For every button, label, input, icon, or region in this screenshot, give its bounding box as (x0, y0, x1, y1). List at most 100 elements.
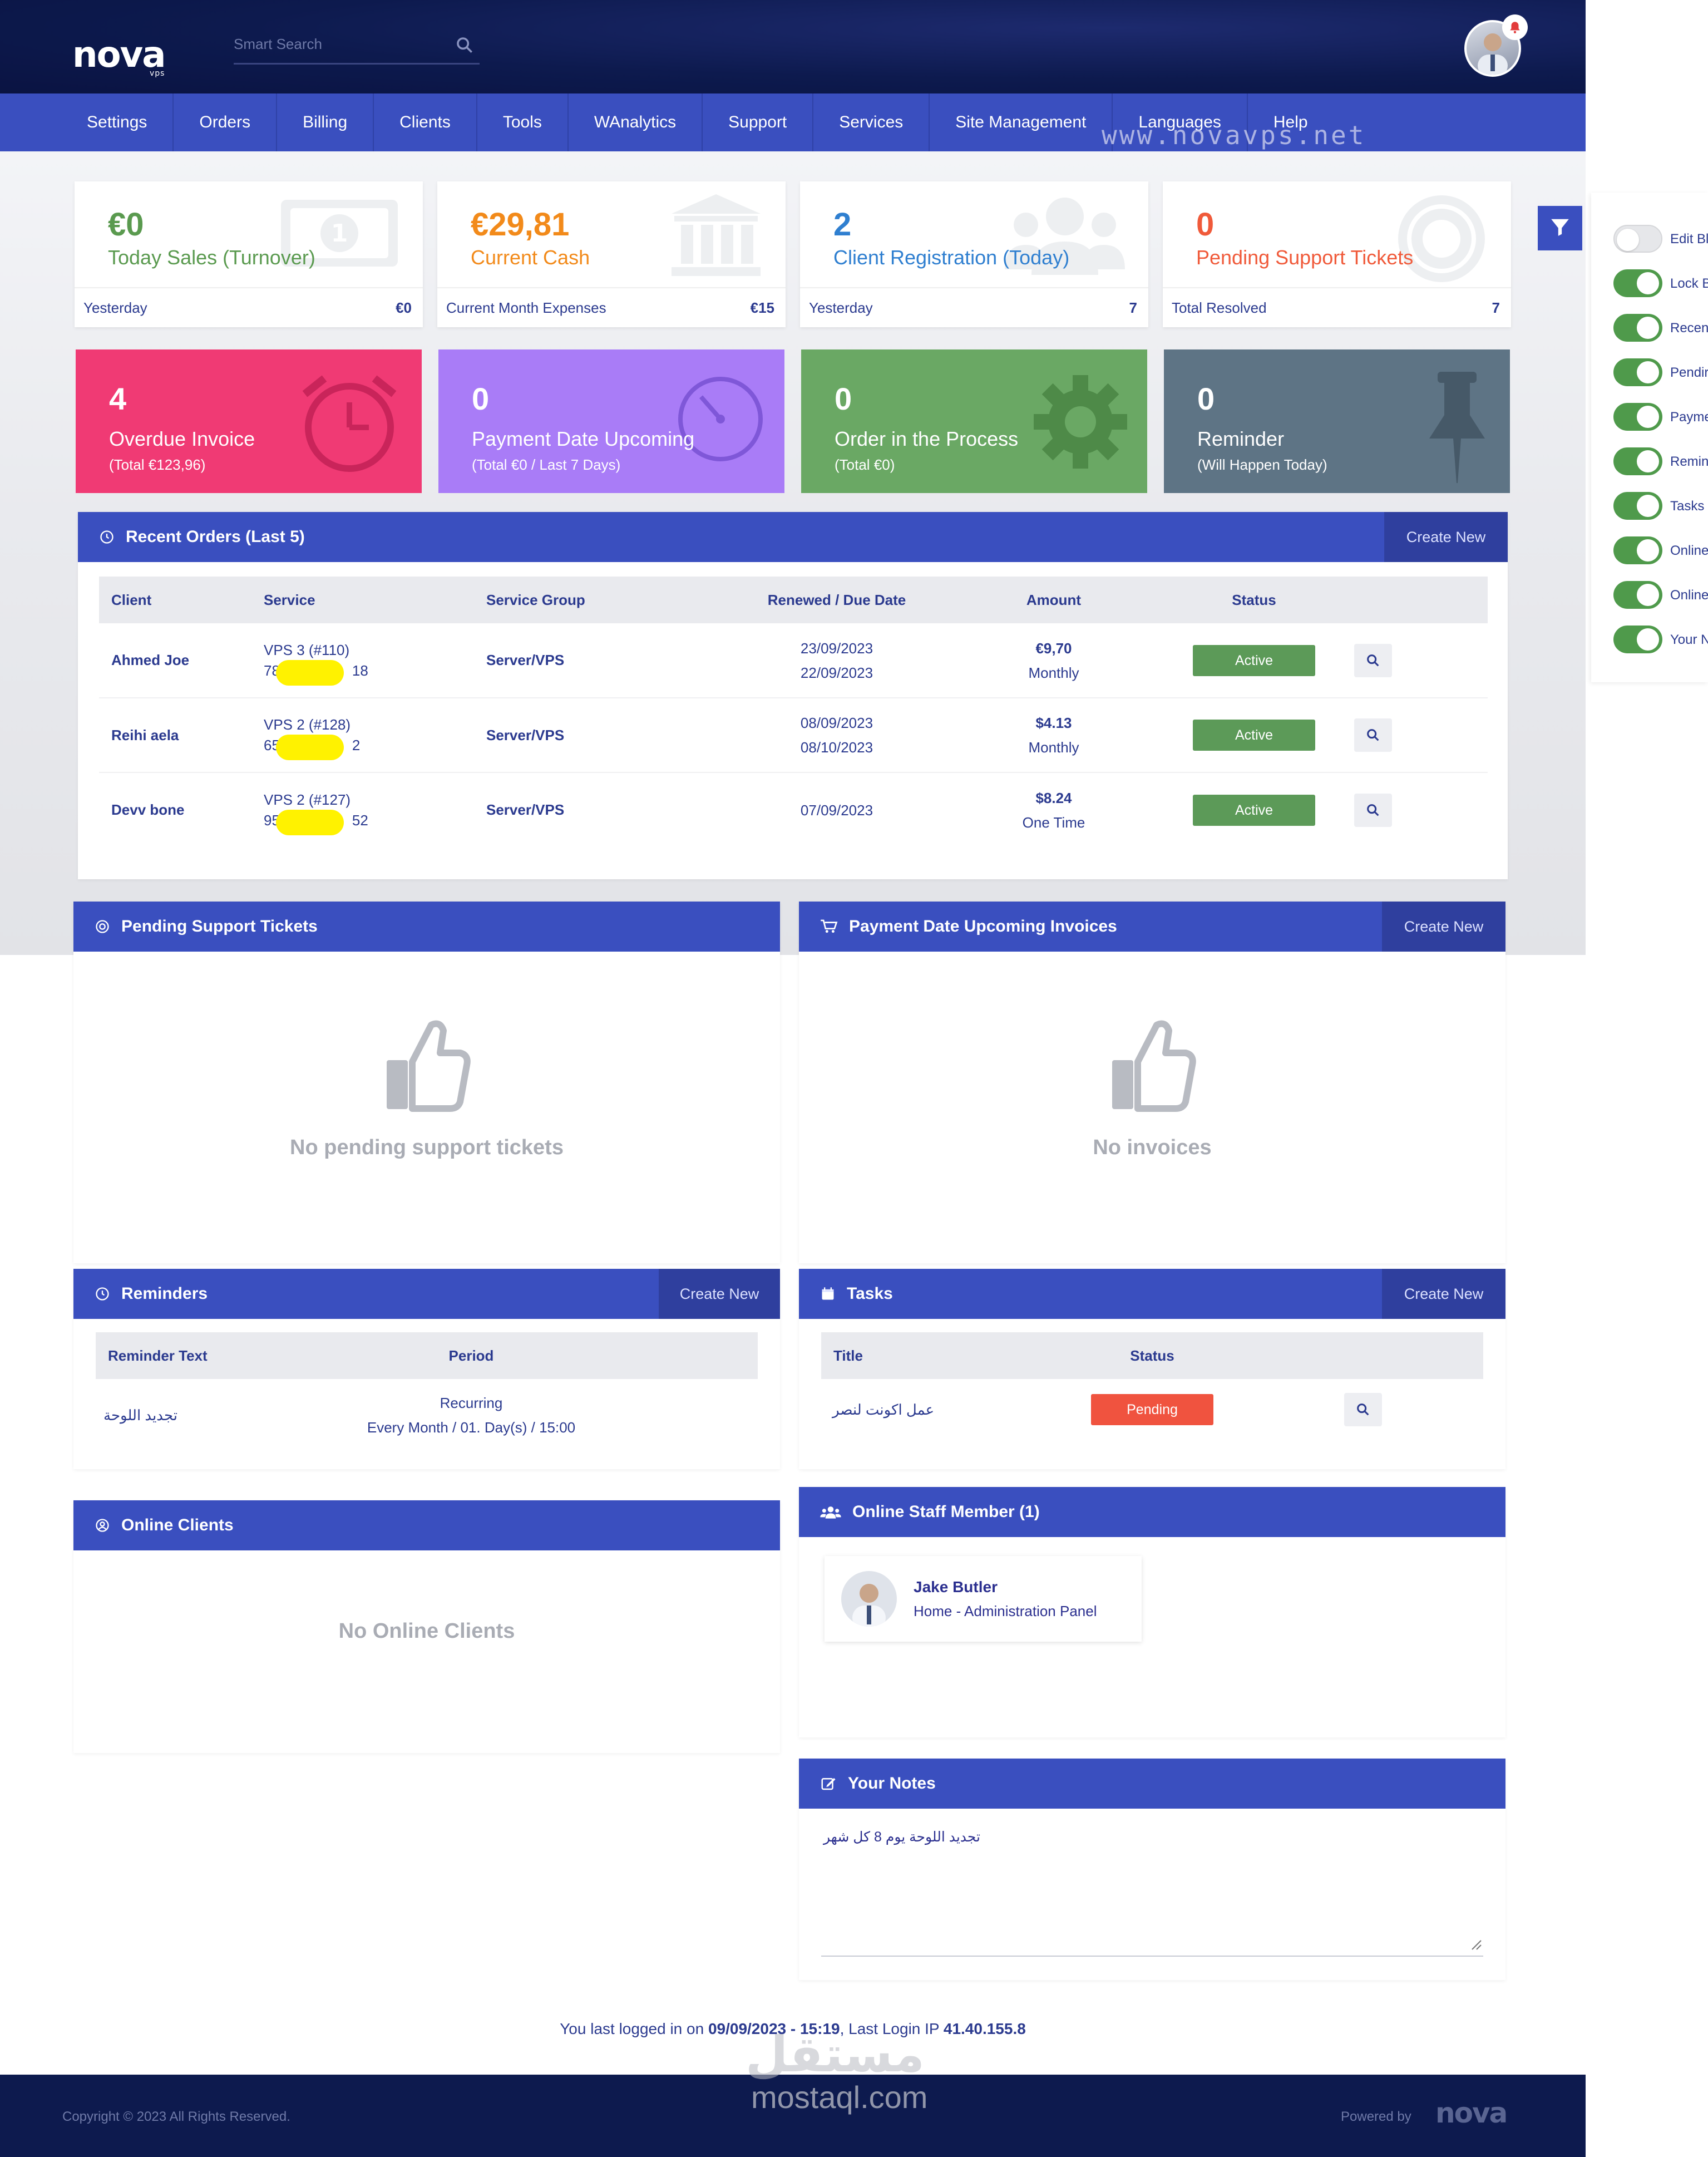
toggle-pending-tickets[interactable] (1613, 358, 1662, 386)
toggle-edit-blocks[interactable] (1613, 225, 1662, 253)
nav-support[interactable]: Support (703, 93, 814, 151)
nav-settings[interactable]: Settings (67, 93, 174, 151)
panel-header: Reminders Create New (73, 1269, 780, 1319)
panel-header: Your Notes (799, 1759, 1505, 1809)
order-client[interactable]: Devv bone (111, 801, 185, 818)
smart-search (234, 30, 480, 65)
toggle-label: Recen (1670, 321, 1708, 336)
copyright: Copyright © 2023 All Rights Reserved. (62, 2109, 290, 2124)
search-icon[interactable] (455, 36, 474, 57)
toggle-knob (1637, 495, 1659, 517)
stat-foot-value: €0 (396, 299, 412, 316)
stat-today-sales[interactable]: 1 €0 Today Sales (Turnover) Yesterday €0 (75, 181, 423, 327)
card-value: 0 (472, 381, 490, 416)
order-amount: $4.13 (1035, 715, 1072, 731)
order-action-cell (1354, 698, 1488, 772)
card-reminder[interactable]: 0 Reminder (Will Happen Today) (1164, 349, 1510, 493)
task-title[interactable]: عمل اكونت لنصر (832, 1401, 935, 1418)
order-dates: 07/09/2023 (720, 772, 954, 847)
nav-tools[interactable]: Tools (477, 93, 569, 151)
card-payment-upcoming[interactable]: 0 Payment Date Upcoming (Total €0 / Last… (438, 349, 784, 493)
order-amount: €9,70 (1035, 639, 1072, 657)
create-new-task-button[interactable]: Create New (1382, 1269, 1505, 1319)
order-client[interactable]: Ahmed Joe (111, 652, 190, 668)
col-date: Renewed / Due Date (767, 591, 906, 608)
order-cycle: Monthly (1028, 664, 1079, 681)
order-status-cell: Active (1154, 772, 1354, 847)
staff-name[interactable]: Jake Butler (914, 1578, 998, 1595)
view-task-button[interactable] (1344, 1393, 1382, 1426)
nav-help[interactable]: Help (1273, 113, 1308, 131)
toggle-lock-blocks[interactable] (1613, 269, 1662, 297)
table-row[interactable]: تجديد اللوحة Recurring Every Month / 01.… (96, 1379, 758, 1451)
powered-by: Powered by (1341, 2109, 1411, 2124)
stat-client-registration[interactable]: 2 Client Registration (Today) Yesterday … (800, 181, 1148, 327)
footer-logo[interactable]: nova (1435, 2097, 1508, 2129)
nav-clients[interactable]: Clients (374, 93, 477, 151)
create-new-invoice-button[interactable]: Create New (1382, 902, 1505, 952)
col-service-group: Service Group (486, 591, 585, 608)
search-input[interactable] (234, 30, 445, 58)
last-login-prefix: You last logged in on (560, 2020, 708, 2037)
card-label: Payment Date Upcoming (472, 427, 695, 450)
nav-site-management[interactable]: Site Management (930, 93, 1113, 151)
nav-wanalytics[interactable]: WAnalytics (569, 93, 703, 151)
col-service: Service (264, 591, 315, 608)
order-service[interactable]: VPS 2 (#128) (264, 716, 351, 733)
stat-current-cash[interactable]: €29,81 Current Cash Current Month Expens… (437, 181, 786, 327)
toggle-tasks[interactable] (1613, 492, 1662, 520)
nav-billing[interactable]: Billing (277, 93, 374, 151)
stat-pending-tickets[interactable]: 0 Pending Support Tickets Total Resolved… (1163, 181, 1511, 327)
col-status: Status (1130, 1347, 1174, 1364)
card-value: 0 (1197, 381, 1215, 416)
order-service[interactable]: VPS 2 (#127) (264, 791, 351, 808)
create-new-order-button[interactable]: Create New (1384, 512, 1508, 562)
resize-handle-icon[interactable] (1469, 1937, 1482, 1954)
order-amount-cell: €9,70 Monthly (954, 623, 1154, 698)
svg-text:1: 1 (331, 219, 348, 248)
notes-textarea[interactable]: تجديد اللوحة يوم 8 كل شهر (821, 1829, 1483, 1957)
toggle-your-notes[interactable] (1613, 626, 1662, 653)
order-client[interactable]: Reihi aela (111, 726, 179, 743)
stat-foot-value: €15 (750, 299, 774, 316)
view-order-button[interactable] (1354, 718, 1392, 752)
create-new-reminder-button[interactable]: Create New (659, 1269, 780, 1319)
stat-label: Current Cash (471, 246, 590, 269)
empty-state: No pending support tickets (73, 1018, 780, 1160)
toggle-recent-orders[interactable] (1613, 314, 1662, 342)
staff-location: Home - Administration Panel (914, 1602, 1097, 1619)
card-order-process[interactable]: 0 Order in the Process (Total €0) (801, 349, 1147, 493)
order-ip: 78 18 (264, 659, 486, 686)
filter-button[interactable] (1538, 206, 1582, 250)
col-period: Period (448, 1347, 494, 1364)
toggle-reminders[interactable] (1613, 447, 1662, 475)
tasks-table: Title Status عمل اكونت لنصر Pending (821, 1332, 1483, 1440)
panel-header: Online Staff Member (1) (799, 1487, 1505, 1537)
notification-bell-icon[interactable] (1502, 14, 1528, 40)
toggle-payment-upcoming[interactable] (1613, 403, 1662, 431)
nav-services[interactable]: Services (813, 93, 930, 151)
table-row[interactable]: Ahmed Joe VPS 3 (#110) 78 18 Server/VPS 2… (99, 623, 1488, 698)
view-order-button[interactable] (1354, 643, 1392, 677)
toggle-online-staff[interactable] (1613, 581, 1662, 609)
table-row[interactable]: Devv bone VPS 2 (#127) 95 52 Server/VPS 0… (99, 772, 1488, 847)
staff-avatar (841, 1571, 897, 1627)
recent-orders-panel: Recent Orders (Last 5) Create New Client… (78, 512, 1508, 879)
task-action-cell (1227, 1379, 1483, 1440)
panel-header: Payment Date Upcoming Invoices Create Ne… (799, 902, 1505, 952)
table-row[interactable]: Reihi aela VPS 2 (#128) 65 2 Server/VPS 0… (99, 698, 1488, 772)
toggle-online-clients[interactable] (1613, 536, 1662, 564)
nav-orders[interactable]: Orders (174, 93, 278, 151)
card-label: Reminder (1197, 427, 1285, 450)
card-overdue-invoice[interactable]: 4 Overdue Invoice (Total €123,96) (76, 349, 422, 493)
status-badge: Active (1193, 794, 1315, 826)
table-row[interactable]: عمل اكونت لنصر Pending (821, 1379, 1483, 1440)
panel-title: Your Notes (848, 1774, 936, 1792)
col-amount: Amount (1026, 591, 1082, 608)
stat-footer: Current Month Expenses €15 (437, 287, 786, 327)
logo[interactable]: nova vps (72, 35, 166, 78)
nav-languages[interactable]: Languages (1113, 93, 1248, 151)
staff-card[interactable]: Jake Butler Home - Administration Panel (825, 1556, 1142, 1642)
order-service[interactable]: VPS 3 (#110) (264, 641, 350, 658)
view-order-button[interactable] (1354, 793, 1392, 827)
